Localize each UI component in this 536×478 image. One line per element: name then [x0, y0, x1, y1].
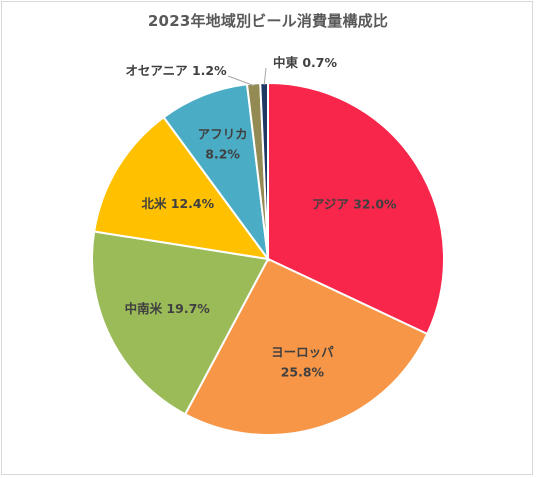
pie-slice-5: [162, 83, 270, 263]
slice-label-2: ヨーロッパ: [271, 345, 334, 360]
slice-label-4: 北米 12.4%: [141, 196, 214, 211]
leader-line-6: [227, 75, 254, 87]
pie-slice-3: [91, 230, 270, 416]
slice-value-2: 25.8%: [281, 365, 325, 380]
slice-label-1: アジア 32.0%: [312, 196, 397, 211]
pie-slices: [91, 81, 445, 436]
leader-lines: [227, 67, 267, 87]
leader-line-7: [263, 67, 267, 86]
slice-value-5: 8.2%: [205, 147, 240, 162]
slice-label-6: オセアニア 1.2%: [125, 63, 227, 78]
slice-labels: アジア 32.0% ヨーロッパ 25.8% 中南米 19.7% 北米 12.4% アフリカ…: [125, 55, 397, 380]
pie-slice-4: [93, 115, 271, 261]
pie-slice-2: [183, 257, 429, 436]
slice-label-3: 中南米 19.7%: [125, 301, 211, 316]
slice-label-5: アフリカ: [198, 127, 248, 142]
chart-title: 2023年地域別ビール消費量構成比: [147, 12, 389, 30]
slice-label-7: 中東 0.7%: [273, 55, 337, 70]
pie-slice-1: [267, 81, 445, 336]
